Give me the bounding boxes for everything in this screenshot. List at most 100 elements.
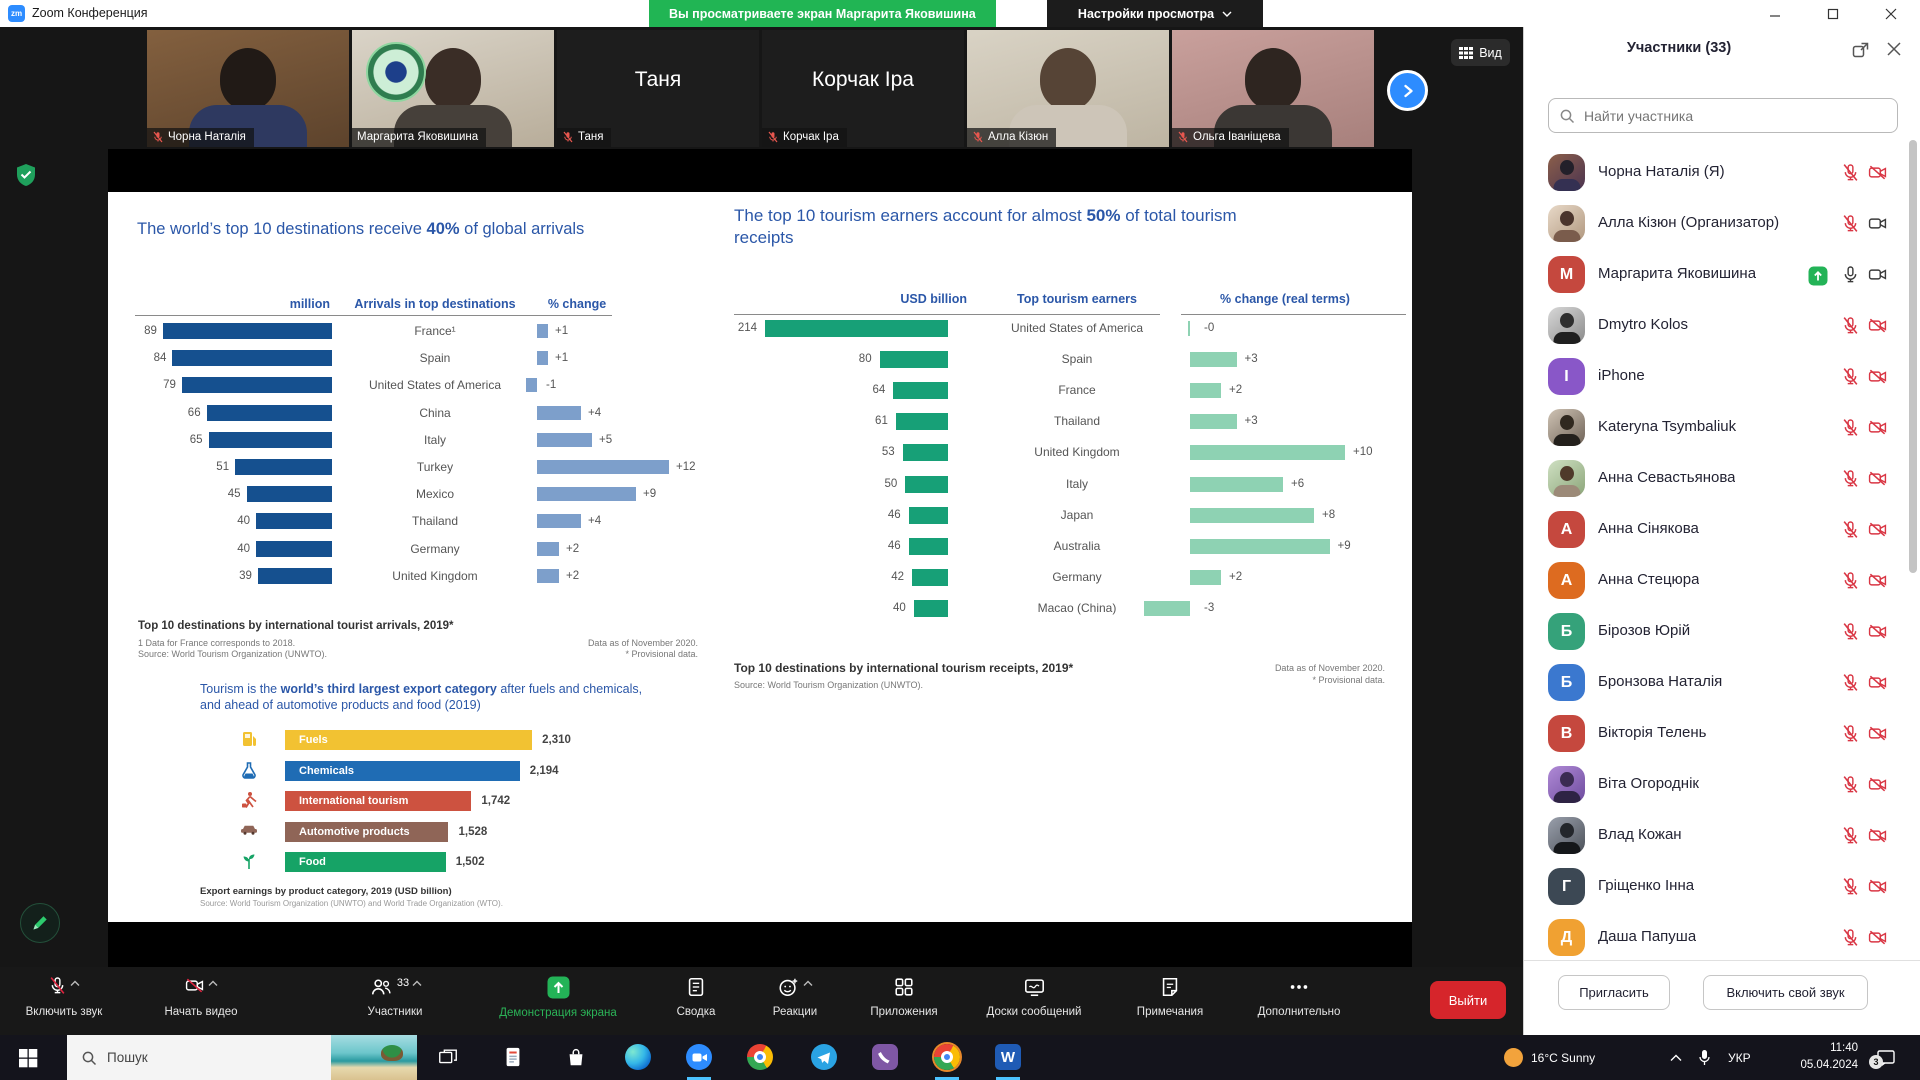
avatar: [1548, 205, 1585, 242]
security-shield-icon[interactable]: [15, 163, 37, 187]
participant-row[interactable]: Dmytro Kolos: [1524, 300, 1920, 351]
participant-row[interactable]: В Вікторія Телень: [1524, 708, 1920, 759]
video-tile[interactable]: Корчак Іра Корчак Іра: [762, 30, 964, 147]
car-icon: [234, 822, 264, 835]
toolbar-reactions[interactable]: Реакции: [720, 976, 870, 1018]
participant-name-label: Корчак Іра: [783, 131, 839, 143]
taskbar-app-zoom[interactable]: [682, 1040, 716, 1074]
close-window-button[interactable]: [1862, 0, 1920, 27]
participant-row[interactable]: Віта Огороднік: [1524, 759, 1920, 810]
video-tile[interactable]: Таня Таня: [557, 30, 759, 147]
earners-row: 42 Germany +2: [108, 568, 1412, 586]
participant-row[interactable]: Влад Кожан: [1524, 810, 1920, 861]
unmute-self-button[interactable]: Включить свой звук: [1703, 975, 1868, 1010]
video-tile[interactable]: Чорна Наталія: [147, 30, 349, 147]
participant-row[interactable]: Б Бірозов Юрій: [1524, 606, 1920, 657]
toolbar-more[interactable]: Дополнительно: [1224, 976, 1374, 1018]
taskbar-app-task-view[interactable]: [431, 1040, 465, 1074]
toolbar-whiteboards[interactable]: Доски сообщений: [959, 976, 1109, 1018]
change-label: +2: [1229, 570, 1243, 583]
participant-row[interactable]: Б Бронзова Наталія: [1524, 657, 1920, 708]
minimize-button[interactable]: [1746, 0, 1804, 27]
more-icon: [1287, 976, 1311, 1003]
notification-center[interactable]: 3: [1869, 1035, 1896, 1080]
mic-off-icon: [1841, 877, 1860, 896]
toolbar-screen-share[interactable]: Демонстрация экрана: [483, 976, 633, 1019]
participant-row[interactable]: Д Даша Папуша: [1524, 912, 1920, 962]
participant-row[interactable]: Г Гріщенко Інна: [1524, 861, 1920, 912]
participant-row[interactable]: Чорна Наталія (Я): [1524, 147, 1920, 198]
fuel-pump-icon: [234, 730, 264, 748]
document-icon: [506, 1047, 520, 1067]
search-highlight-image[interactable]: [331, 1035, 417, 1080]
view-layout-button[interactable]: Вид: [1451, 39, 1510, 66]
taskbar-app-document[interactable]: [496, 1040, 530, 1074]
search-input[interactable]: [1582, 106, 1887, 125]
taskbar-app-viber[interactable]: [868, 1040, 902, 1074]
leave-button[interactable]: Выйти: [1430, 981, 1506, 1019]
taskbar-app-word[interactable]: W: [991, 1040, 1025, 1074]
toolbar-notes[interactable]: Примечания: [1095, 976, 1245, 1018]
country-label: Mexico: [415, 487, 454, 502]
start-button[interactable]: [0, 1035, 56, 1080]
close-icon[interactable]: [1886, 41, 1902, 57]
participant-row[interactable]: А Анна Стецюра: [1524, 555, 1920, 606]
video-tile[interactable]: Маргарита Яковишина: [352, 30, 554, 147]
bar-value: 42: [891, 570, 905, 583]
video-tile[interactable]: Алла Кізюн: [967, 30, 1169, 147]
taskbar-app-telegram[interactable]: [807, 1040, 841, 1074]
maximize-button[interactable]: [1804, 0, 1862, 27]
participant-row[interactable]: М Маргарита Яковишина: [1524, 249, 1920, 300]
participant-search[interactable]: [1548, 98, 1898, 133]
view-settings-button[interactable]: Настройки просмотра: [1047, 0, 1263, 27]
change-bar: [1190, 569, 1221, 585]
next-participants-button[interactable]: [1387, 70, 1428, 111]
arrivals-row: 39 United Kingdom +2: [108, 567, 1412, 584]
language-indicator[interactable]: УКР: [1728, 1035, 1751, 1080]
export-bar-label: Fuels: [299, 734, 328, 746]
video-tile[interactable]: Ольга Іваніщева: [1172, 30, 1374, 147]
chevron-up-icon[interactable]: [70, 976, 80, 987]
toolbar-apps[interactable]: Приложения: [829, 976, 979, 1018]
taskbar-app-store[interactable]: [559, 1040, 593, 1074]
reactions-icon: [777, 976, 813, 1003]
country-label: United Kingdom: [1034, 445, 1120, 460]
participant-row[interactable]: Алла Кізюн (Организатор): [1524, 198, 1920, 249]
change-bar: [526, 378, 537, 393]
chevron-up-icon[interactable]: [208, 976, 218, 987]
participant-row[interactable]: А Анна Сінякова: [1524, 504, 1920, 555]
change-bar: [1190, 507, 1314, 523]
export-bar: International tourism: [285, 791, 472, 811]
invite-button[interactable]: Пригласить: [1558, 975, 1670, 1010]
annotate-button[interactable]: [20, 903, 60, 943]
clock[interactable]: 11:40 05.04.2024: [1768, 1040, 1858, 1074]
taskbar-app-edge[interactable]: [621, 1040, 655, 1074]
scrollbar[interactable]: [1909, 140, 1917, 962]
toolbar-summary[interactable]: Сводка: [621, 976, 771, 1018]
flask-icon: [234, 761, 264, 779]
tray-hidden-icons[interactable]: [1670, 1035, 1682, 1080]
chevron-up-icon[interactable]: [412, 976, 422, 987]
taskbar-app-chrome[interactable]: [743, 1040, 777, 1074]
taskbar-app-chrome-profile[interactable]: [930, 1040, 964, 1074]
view-button-label: Вид: [1479, 45, 1502, 60]
toolbar-camera-off[interactable]: Начать видео: [126, 976, 276, 1018]
change-bar: [537, 405, 581, 420]
change-bar: [537, 541, 559, 556]
country-label: Australia: [1053, 538, 1101, 553]
popout-icon[interactable]: [1851, 41, 1870, 60]
toolbar-participants[interactable]: 33 Участники: [320, 976, 470, 1018]
tray-mic-icon[interactable]: [1698, 1035, 1711, 1080]
taskbar-search[interactable]: Пошук: [67, 1035, 417, 1080]
participant-name: Анна Сінякова: [1598, 520, 1699, 537]
country-label: Macao (China): [1037, 600, 1117, 615]
weather-widget[interactable]: 16°C Sunny: [1504, 1035, 1595, 1080]
mic-off-icon: [1841, 163, 1860, 182]
scrollbar-thumb[interactable]: [1909, 140, 1917, 573]
chevron-up-icon[interactable]: [803, 976, 813, 987]
participant-row[interactable]: Kateryna Tsymbaliuk: [1524, 402, 1920, 453]
toolbar-mic-off[interactable]: Включить звук: [0, 976, 139, 1018]
participant-row[interactable]: Анна Севастьянова: [1524, 453, 1920, 504]
arrivals-row: 40 Germany +2: [108, 540, 1412, 557]
